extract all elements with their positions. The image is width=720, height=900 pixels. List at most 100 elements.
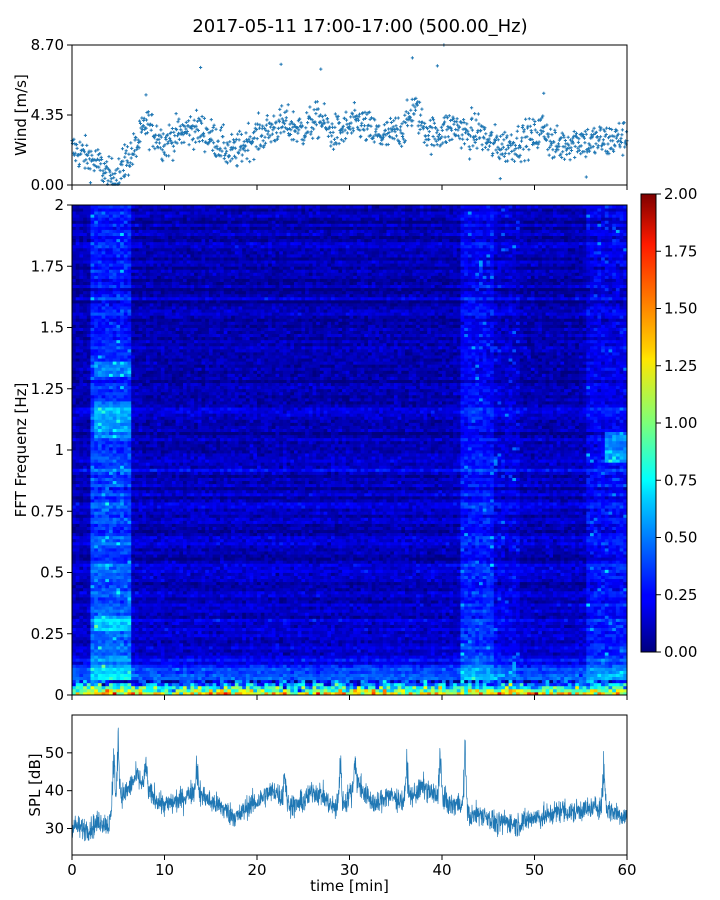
spectrogram-cell	[250, 612, 254, 615]
spectrogram-cell	[338, 680, 342, 683]
spectrogram-cell	[176, 661, 180, 664]
spectrogram-cell	[287, 600, 291, 603]
spectrogram-cell	[331, 680, 335, 683]
spectrogram-cell	[316, 677, 320, 680]
spectrogram-cell	[102, 686, 106, 689]
spectrogram-cell	[435, 686, 439, 689]
spectrogram-cell	[601, 622, 605, 625]
spectrogram-cell	[209, 649, 213, 652]
spectrogram-cell	[553, 643, 557, 646]
spectrogram-cell	[261, 658, 265, 661]
spectrogram-cell	[131, 671, 135, 674]
spectrogram-cell	[168, 615, 172, 618]
spectrogram-cell	[620, 680, 624, 683]
spectrogram-cell	[327, 674, 331, 677]
spectrogram-cell	[446, 612, 450, 615]
spectrogram-cell	[568, 609, 572, 612]
spectrogram-cell	[161, 634, 165, 637]
spectrogram-cell	[253, 640, 257, 643]
spectrogram-cell	[261, 606, 265, 609]
spectrogram-cell	[468, 674, 472, 677]
spectrogram-cell	[216, 609, 220, 612]
spectrogram-cell	[427, 661, 431, 664]
spectrogram-cell	[91, 591, 95, 594]
spectrogram-cell	[120, 622, 124, 625]
spectrogram-cell	[113, 615, 117, 618]
spectrogram-cell	[375, 661, 379, 664]
spectrogram-cell	[309, 622, 313, 625]
spectrogram-cell	[405, 686, 409, 689]
spectrogram-cell	[128, 625, 132, 628]
spectrogram-cell	[390, 600, 394, 603]
spectrogram-cell	[420, 664, 424, 667]
spectrogram-cell	[202, 640, 206, 643]
spectrogram-cell	[531, 622, 535, 625]
spectrogram-cell	[146, 649, 150, 652]
spectrogram-cell	[261, 609, 265, 612]
spectrogram-cell	[76, 643, 80, 646]
spectrogram-cell	[401, 652, 405, 655]
spectrogram-cell	[139, 686, 143, 689]
spectrogram-cell	[227, 612, 231, 615]
spectrogram-cell	[557, 649, 561, 652]
spectrogram-cell	[387, 667, 391, 670]
spectrogram-cell	[98, 674, 102, 677]
spectrogram-cell	[279, 615, 283, 618]
spectrogram-cell	[409, 628, 413, 631]
spectrogram-cell	[520, 609, 524, 612]
spectrogram-cell	[416, 628, 420, 631]
spectrogram-cell	[516, 615, 520, 618]
spectrogram-cell	[331, 686, 335, 689]
spectrogram-cell	[350, 594, 354, 597]
spectrogram-cell	[239, 664, 243, 667]
spectrogram-cell	[131, 609, 135, 612]
spectrogram-cell	[612, 622, 616, 625]
spectrogram-cell	[250, 646, 254, 649]
spectrogram-cell	[146, 603, 150, 606]
spectrogram-cell	[523, 640, 527, 643]
spectrogram-cell	[264, 667, 268, 670]
spectrogram-cell	[250, 594, 254, 597]
spectrogram-cell	[205, 664, 209, 667]
spectrogram-cell	[301, 683, 305, 686]
spectrogram-cell	[216, 622, 220, 625]
spectrogram-cell	[353, 625, 357, 628]
spectrogram-cell	[220, 652, 224, 655]
spectrogram-cell	[398, 612, 402, 615]
spectrogram-cell	[498, 634, 502, 637]
spectrogram-cell	[494, 625, 498, 628]
spectrogram-cell	[216, 628, 220, 631]
spectrogram-cell	[412, 609, 416, 612]
spectrogram-cell	[98, 628, 102, 631]
spectrogram-cell	[583, 649, 587, 652]
spectrogram-cell	[350, 680, 354, 683]
spectrogram-cell	[301, 646, 305, 649]
spectrogram-cell	[546, 683, 550, 686]
spectrogram-cell	[279, 594, 283, 597]
spectrogram-cell	[412, 634, 416, 637]
spectrogram-cell	[246, 628, 250, 631]
spectrogram-cell	[597, 615, 601, 618]
spectrogram-cell	[612, 664, 616, 667]
spectrogram-cell	[590, 649, 594, 652]
spectrogram-cell	[538, 689, 542, 692]
spectrogram-cell	[316, 643, 320, 646]
spectrogram-cell	[250, 677, 254, 680]
spectrogram-cell	[128, 664, 132, 667]
spectrogram-cell	[87, 634, 91, 637]
spectrogram-cell	[268, 618, 272, 621]
spectrogram-cell	[372, 631, 376, 634]
spectrogram-cell	[605, 625, 609, 628]
spectrogram-cell	[401, 597, 405, 600]
spectrogram-cell	[120, 628, 124, 631]
spectrogram-cell	[76, 664, 80, 667]
spectrogram-cell	[276, 661, 280, 664]
spectrogram-cell	[316, 637, 320, 640]
spectrogram-cell	[301, 628, 305, 631]
spectrogram-cell	[468, 680, 472, 683]
spectrogram-cell	[568, 603, 572, 606]
spectrogram-cell	[220, 643, 224, 646]
spectrogram-cell	[105, 631, 109, 634]
spectrogram-cell	[594, 680, 598, 683]
spectrogram-cell	[142, 631, 146, 634]
